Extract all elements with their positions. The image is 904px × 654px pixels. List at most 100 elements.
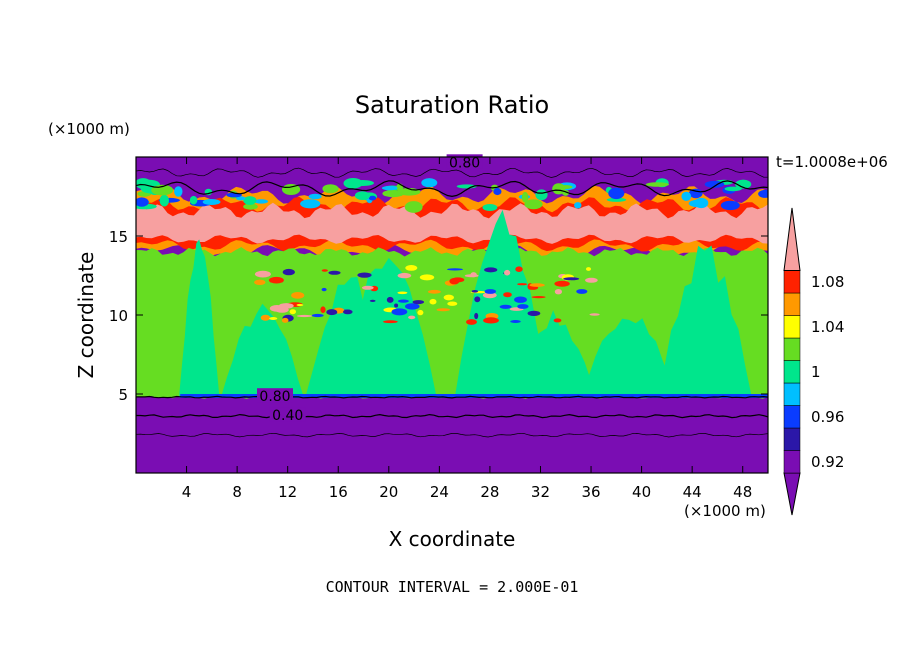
y-tick-label-0: 5: [118, 386, 128, 404]
contour-080-upper: [136, 180, 768, 198]
top-patch-11: [645, 182, 670, 187]
top-patch-53: [343, 178, 363, 189]
mid-patch-59: [474, 312, 479, 320]
contour-interval-note: CONTOUR INTERVAL = 2.000E-01: [326, 578, 579, 596]
mid-patch-74: [576, 289, 588, 294]
top-patch-12: [243, 203, 258, 210]
top-patch-66: [136, 197, 149, 207]
mid-patch-56: [527, 310, 541, 316]
top-patch-69: [189, 195, 198, 205]
contour-label-bg-2: [269, 407, 306, 422]
mid-patch-76: [361, 285, 374, 290]
plume-6: [581, 318, 676, 398]
top-patch-54: [381, 186, 398, 191]
colorbar-tick-label-2: 1: [811, 363, 821, 381]
x-tick-label-11: 48: [733, 483, 752, 501]
colorbar-tick-label-1: 0.96: [811, 408, 844, 426]
colorbar-extend-high: [783, 207, 801, 271]
top-patch-20: [758, 189, 768, 198]
contour-label-bg-0: [446, 154, 483, 169]
contour-020: [136, 432, 768, 438]
mid-patch-87: [254, 279, 266, 285]
top-patch-0: [404, 201, 423, 213]
mid-patch-12: [510, 320, 521, 323]
x-axis-unit: (×1000 m): [684, 502, 766, 520]
top-patch-10: [606, 197, 627, 202]
colorbar-tick-label-4: 1.08: [811, 273, 844, 291]
mid-patch-86: [529, 283, 545, 287]
mid-patch-1: [517, 283, 528, 286]
plume-3: [341, 257, 437, 398]
colorbar-swatch-3: [783, 382, 801, 406]
mid-patch-30: [586, 267, 591, 271]
plume-4: [454, 209, 551, 398]
mid-patch-9: [291, 292, 305, 299]
mid-patch-39: [321, 269, 328, 272]
mid-patch-81: [449, 278, 460, 285]
mid-patch-75: [471, 290, 479, 293]
x-tick-label-9: 40: [632, 483, 651, 501]
mid-patch-24: [394, 303, 399, 308]
y-axis-label: Z coordinate: [74, 252, 98, 379]
x-tick-label-5: 24: [430, 483, 449, 501]
contour-labels: 0.80 0.80 0.40: [257, 154, 483, 424]
mid-patch-19: [405, 265, 418, 271]
mid-patch-2: [282, 268, 295, 276]
mid-patch-40: [466, 319, 477, 325]
mid-patch-77: [369, 299, 376, 302]
plume-5: [508, 310, 598, 398]
mid-patch-26: [397, 272, 412, 279]
top-patch-45: [720, 200, 740, 211]
mid-patch-32: [320, 306, 326, 314]
mid-patch-72: [429, 298, 437, 305]
mid-patch-52: [296, 303, 304, 307]
mid-patch-60: [553, 318, 562, 323]
mid-patch-53: [260, 314, 271, 321]
top-patch-27: [282, 184, 301, 195]
mid-patch-31: [554, 280, 570, 287]
mid-patch-14: [268, 276, 284, 284]
colorbar-swatch-7: [783, 292, 801, 316]
top-patch-26: [202, 199, 221, 205]
mid-patch-27: [447, 301, 458, 306]
y-axis-unit: (×1000 m): [48, 120, 130, 138]
contour-upper-2: [136, 167, 768, 178]
y-axis-ticks: 5 10 15: [109, 228, 768, 404]
top-patch-55: [482, 204, 498, 211]
top-patch-31: [735, 179, 752, 189]
mid-patch-71: [443, 294, 454, 301]
mid-patch-65: [482, 292, 497, 299]
x-tick-label-3: 16: [329, 483, 348, 501]
mid-patch-89: [484, 289, 497, 294]
top-patch-34: [608, 187, 625, 200]
mid-patch-57: [397, 291, 408, 295]
y-tick-label-1: 10: [109, 307, 128, 325]
x-tick-label-6: 28: [480, 483, 499, 501]
contour-040: [136, 413, 768, 419]
mid-patch-67: [357, 272, 372, 278]
contour-080-lower: [136, 395, 768, 399]
y-tick-label-2: 15: [109, 228, 128, 246]
plume-7: [657, 245, 752, 398]
top-patch-64: [535, 189, 548, 201]
mid-patch-48: [504, 269, 511, 276]
mid-patch-88: [483, 317, 499, 324]
heatmap-field: [136, 157, 768, 473]
mid-patch-7: [391, 308, 408, 316]
colorbar-swatch-0: [783, 450, 801, 474]
time-label: t=1.0008e+06: [776, 153, 888, 171]
mid-patch-79: [408, 315, 416, 320]
base-edge-strip: [180, 394, 768, 398]
x-tick-label-2: 12: [278, 483, 297, 501]
top-patch-51: [300, 199, 321, 209]
colorbar-swatch-4: [783, 360, 801, 384]
colorbar-swatch-5: [783, 337, 801, 361]
mid-patch-69: [326, 309, 338, 316]
mid-patch-83: [447, 268, 463, 271]
top-patch-28: [243, 196, 257, 205]
mid-patch-20: [386, 296, 394, 303]
colorbar-swatch-8: [783, 270, 801, 294]
x-tick-label-1: 8: [232, 483, 242, 501]
mid-patch-70: [464, 274, 479, 278]
top-patch-37: [574, 202, 582, 209]
